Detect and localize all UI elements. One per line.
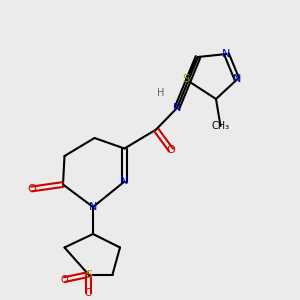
Text: N: N — [120, 176, 129, 187]
Text: O: O — [27, 184, 36, 194]
Text: N: N — [222, 49, 231, 59]
Text: N: N — [233, 74, 241, 85]
Text: O: O — [61, 274, 68, 285]
Text: CH₃: CH₃ — [212, 121, 230, 131]
Text: O: O — [85, 288, 92, 298]
Text: O: O — [167, 145, 176, 155]
Text: S: S — [85, 269, 92, 280]
Text: N: N — [89, 202, 97, 212]
Text: H: H — [157, 88, 164, 98]
Text: S: S — [182, 74, 190, 85]
Text: N: N — [173, 103, 181, 113]
